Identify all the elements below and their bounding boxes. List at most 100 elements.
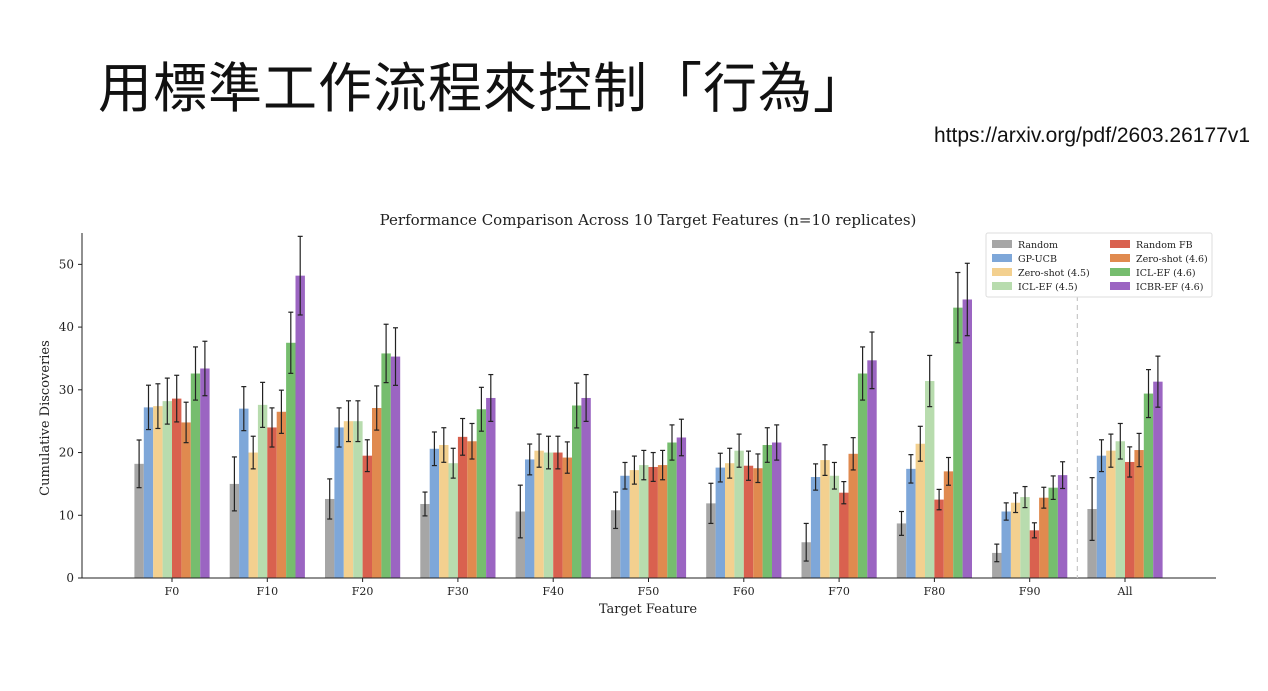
bar-F80-series-5 xyxy=(934,499,944,578)
y-axis-label: Cumulative Discoveries xyxy=(38,340,53,496)
bar-F30-series-6 xyxy=(467,441,477,578)
legend-swatch xyxy=(992,254,1012,262)
bar-F90-series-4 xyxy=(1020,497,1030,578)
error-bar-F40-series-2 xyxy=(527,443,533,476)
bar-F0-series-6 xyxy=(181,422,191,578)
bar-F50-series-2 xyxy=(620,475,630,578)
bar-F60-series-5 xyxy=(743,465,754,578)
error-bar-F90-series-6 xyxy=(1041,486,1047,509)
bar-F40-series-1 xyxy=(515,511,525,578)
bar-F20-series-4 xyxy=(353,421,363,578)
legend-swatch xyxy=(1110,268,1130,276)
error-bar-F30-series-7 xyxy=(478,386,484,432)
bar-F80-series-2 xyxy=(906,468,916,578)
error-bar-F60-series-3 xyxy=(727,447,733,479)
error-bar-F10-series-8 xyxy=(297,235,303,316)
chart-title: Performance Comparison Across 10 Target … xyxy=(380,211,917,229)
bar-F50-series-4 xyxy=(639,465,649,578)
bar-F40-series-4 xyxy=(543,452,554,578)
error-bar-F20-series-5 xyxy=(364,439,370,473)
bar-F0-series-2 xyxy=(143,407,154,578)
legend-swatch xyxy=(1110,282,1130,290)
source-url[interactable]: https://arxiv.org/pdf/2603.26177v1 xyxy=(934,124,1250,147)
legend-swatch xyxy=(1110,254,1130,262)
error-bar-F10-series-6 xyxy=(278,389,284,434)
legend-label: Random xyxy=(1018,240,1058,251)
y-tick-label: 0 xyxy=(66,571,74,585)
error-bar-F70-series-6 xyxy=(850,437,856,471)
error-bar-F10-series-2 xyxy=(241,386,247,432)
error-bar-All-series-1 xyxy=(1089,477,1095,541)
bar-F0-series-5 xyxy=(172,398,182,578)
bar-F30-series-3 xyxy=(439,445,449,578)
error-bar-F40-series-4 xyxy=(546,435,551,470)
bar-F80-series-1 xyxy=(896,523,907,578)
bar-F0-series-8 xyxy=(200,368,210,578)
error-bar-F20-series-2 xyxy=(336,407,342,448)
error-bar-F30-series-4 xyxy=(450,447,456,479)
bar-All-series-1 xyxy=(1087,509,1097,578)
error-bar-F40-series-3 xyxy=(536,433,542,468)
error-bar-F50-series-6 xyxy=(660,449,666,481)
error-bar-F90-series-7 xyxy=(1050,475,1056,501)
error-bar-F50-series-1 xyxy=(613,491,619,530)
y-tick-label: 10 xyxy=(59,508,74,522)
bar-F80-series-6 xyxy=(943,471,954,578)
legend-label: Random FB xyxy=(1136,240,1193,251)
bar-F50-series-3 xyxy=(629,470,640,578)
error-bar-F70-series-2 xyxy=(813,463,819,491)
error-bar-F60-series-1 xyxy=(708,482,714,525)
bar-F50-series-5 xyxy=(648,466,658,578)
error-bar-F0-series-2 xyxy=(146,384,151,431)
legend-box xyxy=(985,232,1213,298)
legend-label: ICL-EF (4.5) xyxy=(1018,282,1078,293)
bar-F20-series-7 xyxy=(381,353,391,578)
bar-F10-series-8 xyxy=(295,275,305,578)
legend-swatch xyxy=(1110,240,1130,248)
bar-F30-series-1 xyxy=(420,503,430,578)
bar-F0-series-4 xyxy=(162,401,172,578)
bar-F70-series-5 xyxy=(839,492,849,578)
error-bar-F30-series-1 xyxy=(422,491,428,517)
error-bar-F50-series-3 xyxy=(631,455,637,485)
error-bar-F80-series-4 xyxy=(927,354,933,408)
bar-F60-series-7 xyxy=(762,445,772,578)
error-bar-F50-series-5 xyxy=(650,451,656,483)
bar-F80-series-4 xyxy=(925,381,935,578)
error-bar-F40-series-5 xyxy=(555,435,561,470)
bar-F60-series-2 xyxy=(715,467,725,578)
error-bar-F60-series-2 xyxy=(717,452,723,483)
error-bar-All-series-5 xyxy=(1127,446,1133,478)
error-bar-F90-series-5 xyxy=(1031,522,1037,539)
error-bar-F0-series-7 xyxy=(193,346,198,401)
error-bar-F90-series-4 xyxy=(1022,485,1028,509)
error-bar-F40-series-6 xyxy=(564,441,570,474)
y-tick-label: 30 xyxy=(59,383,74,397)
bar-F20-series-5 xyxy=(362,455,372,578)
error-bar-F80-series-8 xyxy=(964,262,970,337)
bar-F0-series-7 xyxy=(190,373,201,578)
bar-F20-series-6 xyxy=(372,408,382,578)
x-tick-label-F50: F50 xyxy=(638,585,660,598)
bar-F30-series-4 xyxy=(448,463,458,578)
error-bar-F30-series-5 xyxy=(460,417,466,456)
error-bar-F90-series-8 xyxy=(1060,461,1066,490)
bar-layer xyxy=(134,275,1163,578)
bar-F50-series-8 xyxy=(676,437,687,578)
bar-F60-series-3 xyxy=(725,463,735,578)
error-bar-F30-series-3 xyxy=(441,427,447,463)
bar-F50-series-7 xyxy=(667,442,677,578)
x-tick-label-F40: F40 xyxy=(542,585,564,598)
error-bar-F40-series-8 xyxy=(583,373,589,422)
error-bar-F70-series-3 xyxy=(822,444,828,477)
error-bar-F60-series-7 xyxy=(764,427,770,463)
x-tick-label-All: All xyxy=(1117,585,1133,598)
bar-F70-series-4 xyxy=(829,475,840,578)
error-bar-F20-series-8 xyxy=(393,327,398,386)
bar-F70-series-6 xyxy=(848,453,858,578)
bar-F40-series-3 xyxy=(534,450,544,578)
bar-F20-series-8 xyxy=(390,356,401,578)
error-bar-F0-series-8 xyxy=(202,340,208,397)
error-bar-All-series-2 xyxy=(1099,439,1104,473)
bar-F80-series-3 xyxy=(915,443,925,578)
